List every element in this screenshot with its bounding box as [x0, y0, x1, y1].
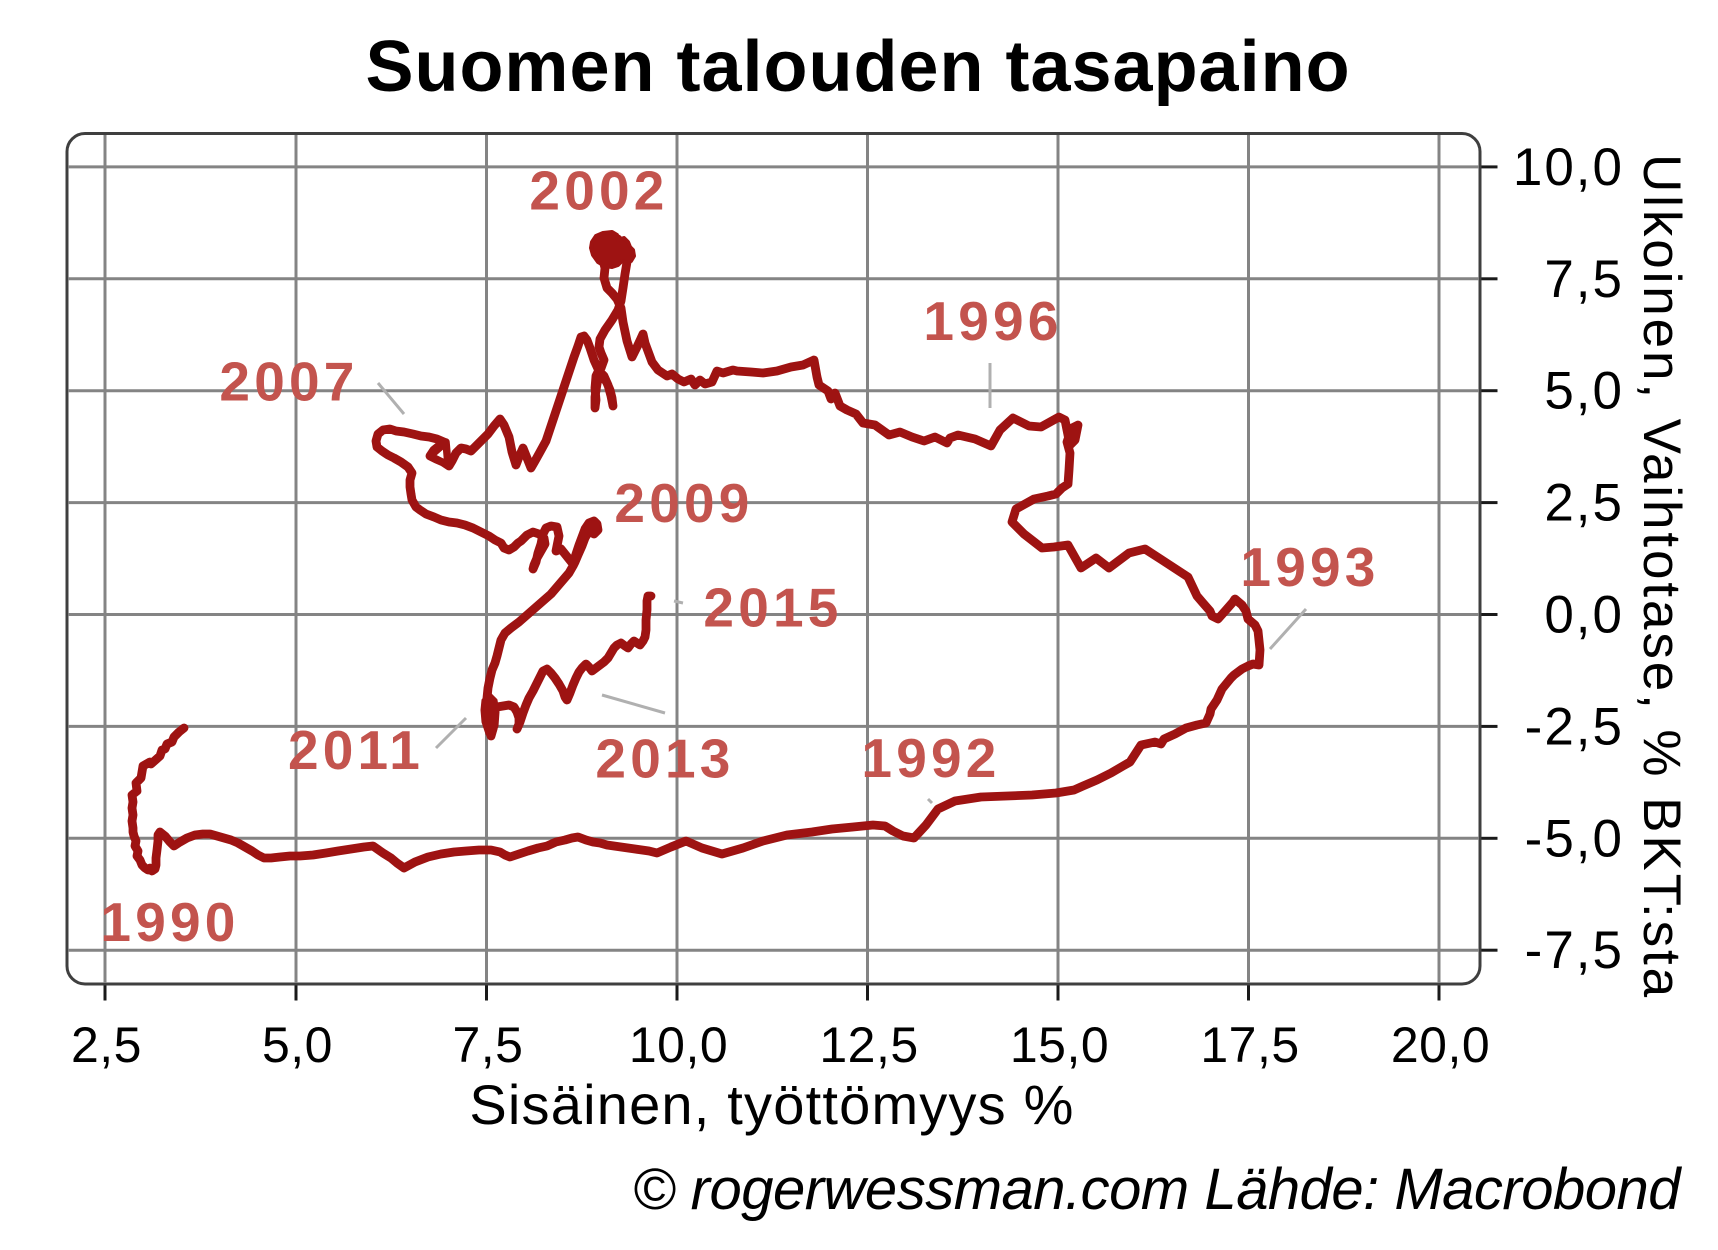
- svg-text:0,0: 0,0: [1544, 586, 1624, 645]
- svg-text:1993: 1993: [1240, 536, 1379, 598]
- svg-text:2013: 2013: [595, 728, 734, 790]
- svg-text:2002: 2002: [529, 160, 668, 222]
- svg-text:1992: 1992: [861, 727, 1000, 789]
- svg-text:2009: 2009: [614, 472, 753, 534]
- svg-text:-5,0: -5,0: [1525, 809, 1624, 868]
- svg-text:2,5: 2,5: [1544, 474, 1624, 533]
- svg-text:5,0: 5,0: [262, 1017, 333, 1073]
- svg-text:20,0: 20,0: [1391, 1017, 1490, 1073]
- svg-text:© rogerwessman.com Lähde: Macr: © rogerwessman.com Lähde: Macrobond: [633, 1157, 1682, 1222]
- svg-text:1990: 1990: [100, 891, 239, 953]
- svg-text:7,5: 7,5: [452, 1017, 523, 1073]
- svg-text:-2,5: -2,5: [1525, 697, 1624, 756]
- svg-text:10,0: 10,0: [629, 1017, 728, 1073]
- svg-text:15,0: 15,0: [1010, 1017, 1109, 1073]
- svg-text:7,5: 7,5: [1544, 250, 1624, 309]
- svg-text:10,0: 10,0: [1513, 138, 1624, 197]
- svg-text:17,5: 17,5: [1200, 1017, 1299, 1073]
- svg-text:Suomen talouden tasapaino: Suomen talouden tasapaino: [365, 27, 1350, 107]
- svg-text:12,5: 12,5: [819, 1017, 918, 1073]
- svg-text:2011: 2011: [288, 719, 424, 781]
- svg-text:Sisäinen, työttömyys %: Sisäinen, työttömyys %: [469, 1073, 1074, 1136]
- svg-text:2007: 2007: [219, 351, 358, 413]
- svg-text:2015: 2015: [703, 577, 842, 639]
- svg-text:Ulkoinen, Vaihtotase, % BKT:st: Ulkoinen, Vaihtotase, % BKT:sta: [1632, 154, 1691, 1000]
- svg-text:-7,5: -7,5: [1525, 921, 1624, 980]
- svg-text:1996: 1996: [923, 290, 1062, 352]
- svg-text:2,5: 2,5: [71, 1017, 142, 1073]
- svg-text:5,0: 5,0: [1544, 362, 1624, 421]
